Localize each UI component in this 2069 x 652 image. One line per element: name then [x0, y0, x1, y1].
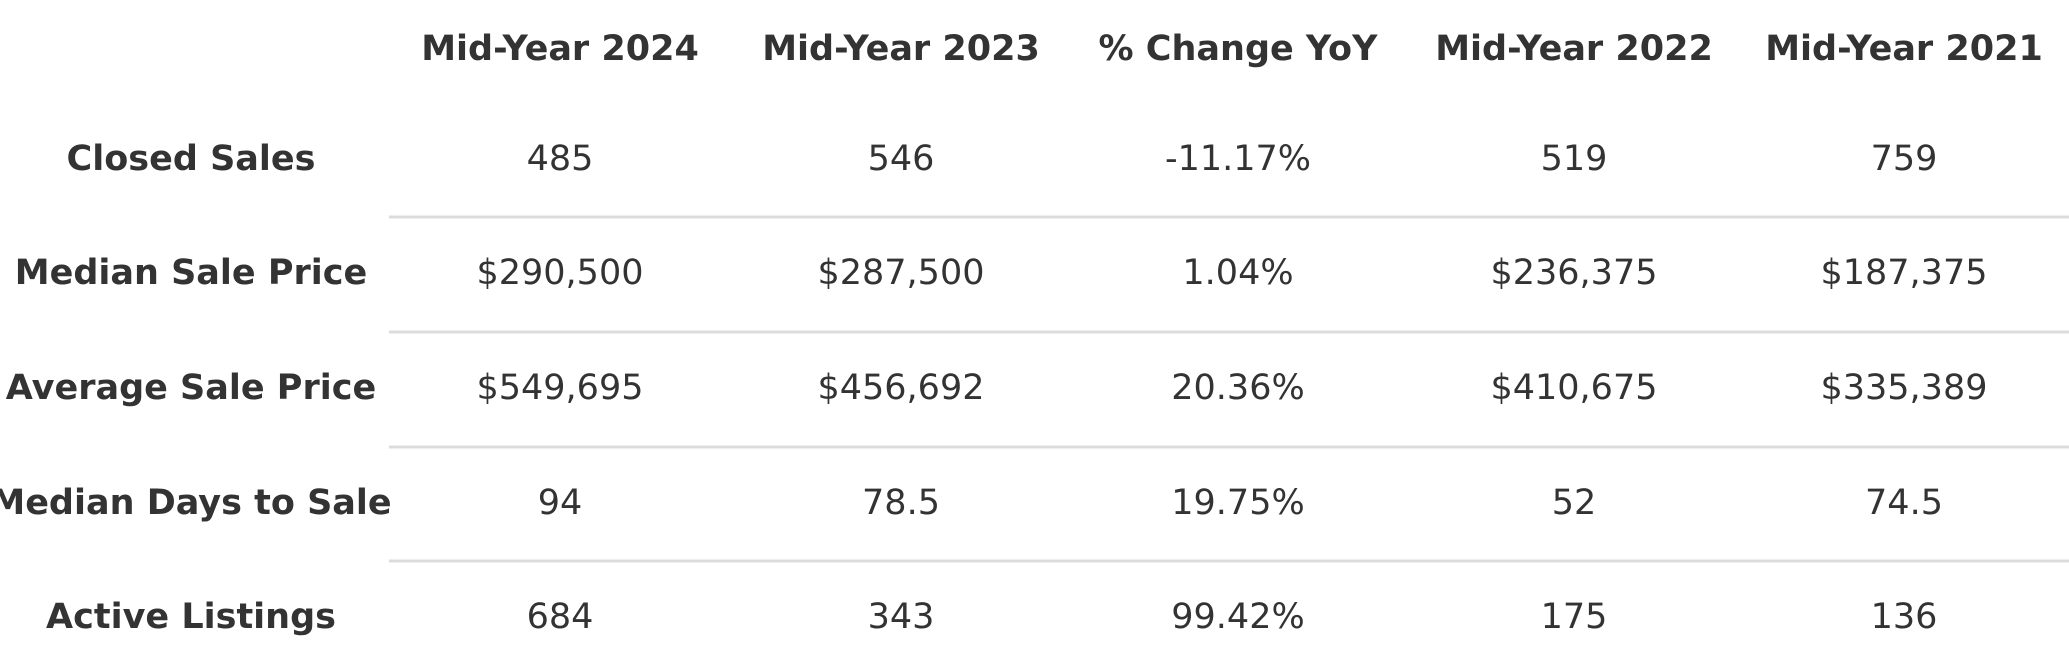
cell-value: $287,500	[817, 253, 984, 293]
cell-value: 1.04%	[1182, 253, 1293, 293]
row-label: Closed Sales	[67, 139, 316, 179]
cell-value: 19.75%	[1171, 483, 1304, 523]
cell-value: 20.36%	[1171, 368, 1304, 408]
cell-value: 74.5	[1865, 483, 1943, 523]
column-header: Mid-Year 2022	[1435, 29, 1713, 69]
cell-value: 78.5	[862, 483, 940, 523]
cell-value: 546	[868, 139, 935, 179]
row-label: Average Sale Price	[6, 368, 376, 408]
row-label: Median Days to Sale	[0, 483, 392, 523]
row-label: Active Listings	[46, 597, 336, 637]
cell-value: 759	[1871, 139, 1938, 179]
cell-value: $549,695	[476, 368, 643, 408]
column-header: Mid-Year 2023	[762, 29, 1040, 69]
cell-value: 94	[538, 483, 583, 523]
cell-value: $236,375	[1490, 253, 1657, 293]
cell-value: 485	[527, 139, 594, 179]
column-header: Mid-Year 2024	[421, 29, 699, 69]
cell-value: $456,692	[817, 368, 984, 408]
cell-value: $187,375	[1820, 253, 1987, 293]
row-label: Median Sale Price	[15, 253, 367, 293]
cell-value: $410,675	[1490, 368, 1657, 408]
column-header: Mid-Year 2021	[1765, 29, 2043, 69]
cell-value: 52	[1552, 483, 1597, 523]
cell-value: 343	[868, 597, 935, 637]
column-header: % Change YoY	[1099, 29, 1379, 69]
cell-value: 519	[1541, 139, 1608, 179]
cell-value: 684	[527, 597, 594, 637]
cell-value: 136	[1871, 597, 1938, 637]
cell-value: $290,500	[476, 253, 643, 293]
cell-value: 175	[1541, 597, 1608, 637]
cell-value: $335,389	[1820, 368, 1987, 408]
cell-value: 99.42%	[1171, 597, 1304, 637]
cell-value: -11.17%	[1165, 139, 1311, 179]
